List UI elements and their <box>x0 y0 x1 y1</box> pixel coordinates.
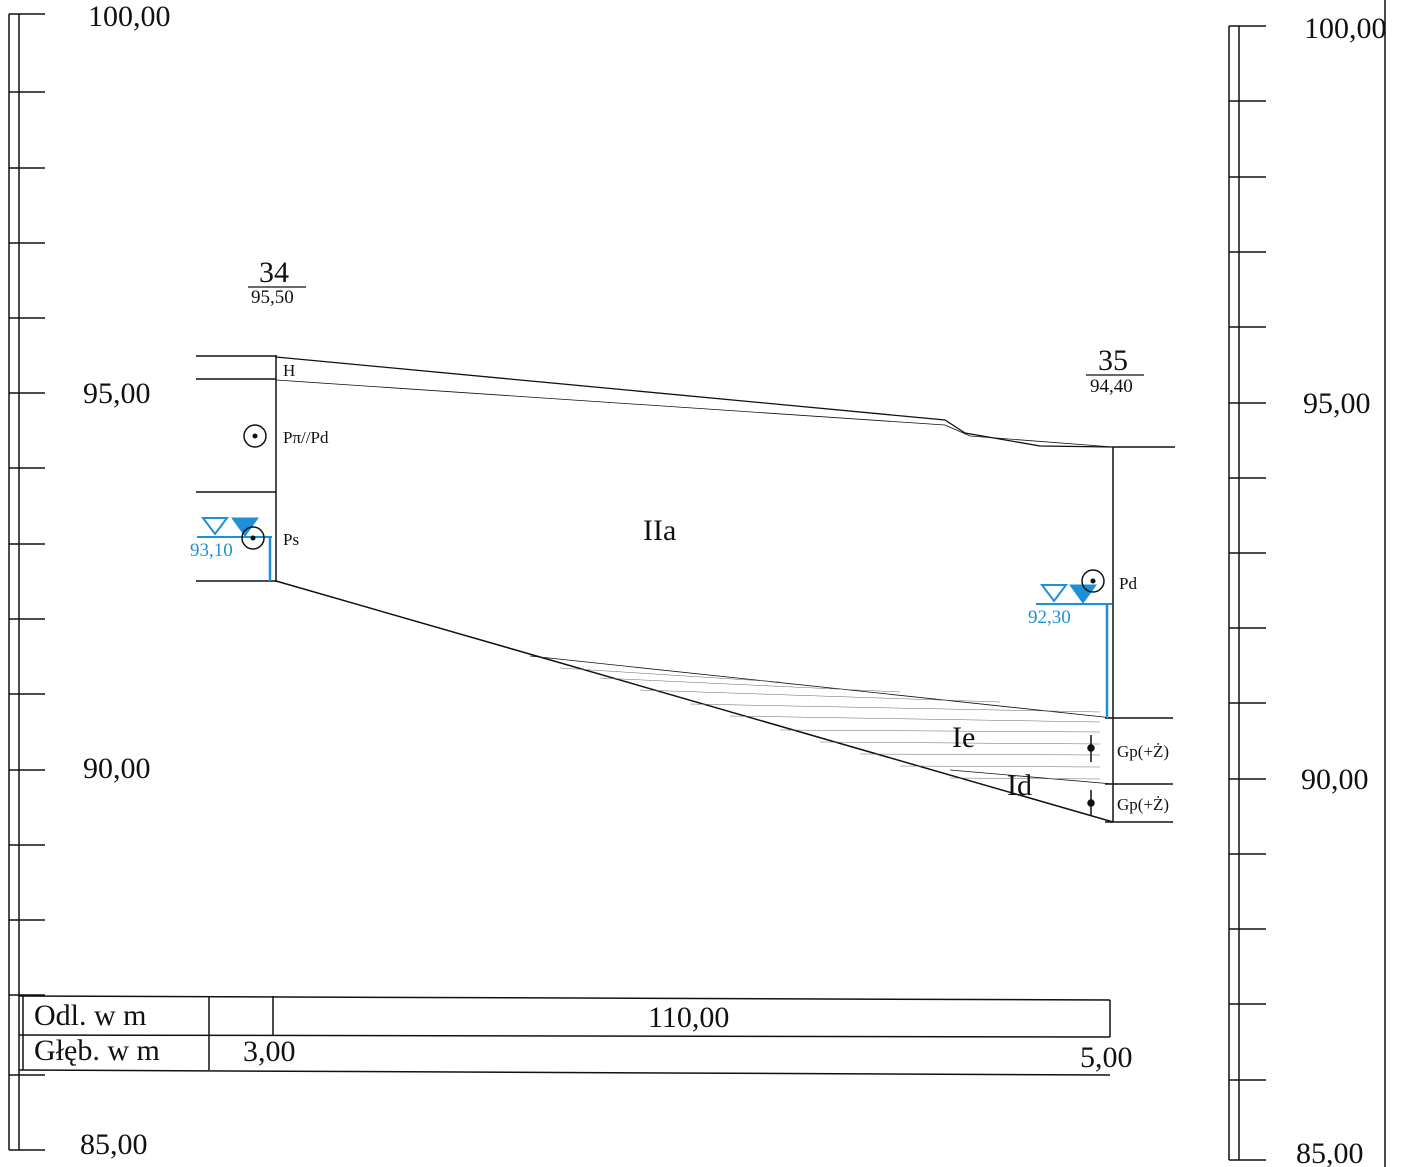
left-elevation-scale <box>8 13 45 1151</box>
borehole-34-labels: 34 95,50 H Pπ//Pd Ps 93,10 <box>190 256 329 561</box>
right-elevation-scale <box>1228 0 1386 1167</box>
layer-boundaries <box>275 356 1114 823</box>
right-label-90: 90,00 <box>1301 763 1369 796</box>
layer-label-pd: Pd <box>1119 574 1137 593</box>
sand-hatching <box>559 667 1101 780</box>
scale-labels-left: 100,00 95,00 90,00 85,00 <box>80 0 171 1161</box>
right-label-95: 95,00 <box>1303 387 1371 420</box>
layer-label-gp-2: Gp(+Ż) <box>1117 795 1169 814</box>
borehole-35-number: 35 <box>1098 344 1128 377</box>
zone-label-id: Id <box>1007 769 1032 802</box>
scale-labels-right: 100,00 95,00 90,00 85,00 <box>1296 12 1387 1167</box>
depth-table <box>18 995 1111 1076</box>
sample-circle-icon <box>243 424 267 448</box>
sample-circle-icon <box>241 526 265 550</box>
zone-label-iia: IIa <box>643 514 676 547</box>
layer-label-ppd: Pπ//Pd <box>283 428 329 447</box>
layer-label-ps: Ps <box>283 530 299 549</box>
row-label-distance: Odl. w m <box>34 999 147 1032</box>
right-label-85: 85,00 <box>1296 1137 1364 1167</box>
zone-label-ie: Ie <box>952 721 975 754</box>
distance-value: 110,00 <box>648 1001 729 1034</box>
sample-symbols <box>241 424 1105 816</box>
left-label-95: 95,00 <box>83 377 151 410</box>
borehole-35-labels: 35 94,40 Pd Gp(+Ż) Gp(+Ż) 92,30 <box>1028 344 1169 814</box>
borehole-35-elevation: 94,40 <box>1090 376 1133 397</box>
zone-labels: IIa Ie Id <box>643 514 1032 802</box>
left-label-85: 85,00 <box>80 1128 148 1161</box>
layer-label-h: H <box>283 361 295 380</box>
left-label-100: 100,00 <box>88 0 171 33</box>
borehole-35 <box>1086 374 1175 823</box>
borehole-34 <box>196 286 306 582</box>
depth-value-35: 5,00 <box>1080 1041 1133 1074</box>
water-level-35 <box>1036 584 1112 718</box>
water-level-35-value: 92,30 <box>1028 607 1071 628</box>
borehole-34-number: 34 <box>259 256 289 289</box>
water-level-34 <box>197 517 272 581</box>
sample-circle-icon <box>1081 569 1105 593</box>
left-label-90: 90,00 <box>83 752 151 785</box>
layer-label-gp-1: Gp(+Ż) <box>1117 742 1169 761</box>
right-label-100: 100,00 <box>1304 12 1387 45</box>
borehole-34-elevation: 95,50 <box>251 287 294 308</box>
row-label-depth: Głęb. w m <box>34 1034 160 1067</box>
water-level-34-value: 93,10 <box>190 540 233 561</box>
depth-value-34: 3,00 <box>243 1035 296 1068</box>
table-labels: Odl. w m Głęb. w m 110,00 3,00 5,00 <box>34 999 1133 1074</box>
